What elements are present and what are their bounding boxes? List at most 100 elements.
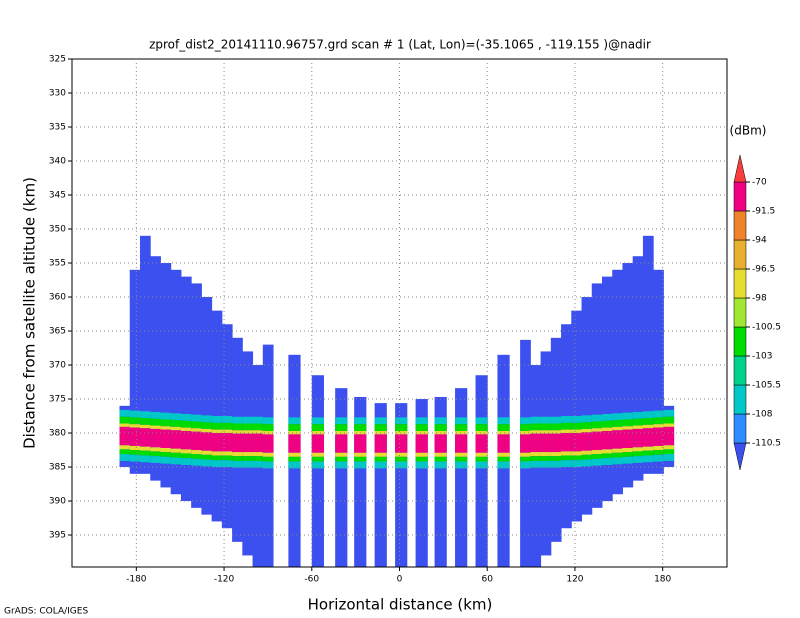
- echo-cell: [530, 430, 542, 434]
- echo-cell: [581, 422, 593, 429]
- swath-column: [150, 256, 161, 481]
- x-tick-label: 0: [397, 575, 403, 585]
- swath-column: [601, 276, 613, 502]
- swath-column: [139, 235, 151, 474]
- x-tick-label: 60: [481, 575, 493, 585]
- swath-column: [160, 263, 172, 488]
- x-tick-label: 120: [566, 575, 583, 585]
- echo-cell: [455, 434, 468, 453]
- echo-cell: [612, 430, 623, 449]
- echo-cell: [642, 418, 654, 425]
- echo-cell: [221, 455, 233, 461]
- echo-cell: [395, 424, 408, 431]
- echo-cell: [632, 428, 644, 448]
- swath-column: [642, 235, 654, 474]
- y-tick-label: 340: [49, 157, 66, 167]
- echo-cell: [571, 416, 583, 423]
- echo-cell: [455, 424, 468, 431]
- echo-cell: [581, 454, 593, 460]
- echo-cell: [632, 456, 644, 463]
- echo-cell: [288, 430, 301, 435]
- echo-cell: [374, 424, 387, 431]
- echo-cell: [415, 430, 428, 435]
- y-tick-label: 390: [49, 497, 66, 507]
- echo-cell: [653, 450, 664, 455]
- echo-cell: [612, 452, 623, 458]
- echo-cell: [622, 447, 634, 453]
- echo-cell: [129, 427, 141, 446]
- echo-cell: [191, 450, 202, 455]
- echo-cell: [663, 409, 675, 417]
- echo-cell: [591, 421, 603, 429]
- echo-cell: [455, 456, 468, 462]
- echo-cell: [129, 454, 141, 462]
- echo-cell: [129, 450, 141, 455]
- echo-cell: [211, 433, 223, 452]
- echo-cell: [520, 434, 531, 453]
- echo-cell: [415, 417, 428, 425]
- echo-cell: [497, 461, 510, 469]
- echo-cell: [581, 432, 593, 451]
- echo-cell: [653, 445, 664, 451]
- echo-cell: [642, 455, 654, 463]
- y-tick-label: 370: [49, 361, 66, 371]
- x-tick-label: -180: [126, 575, 147, 585]
- echo-cell: [434, 452, 447, 457]
- echo-cell: [520, 452, 531, 457]
- echo-cell: [497, 452, 510, 457]
- echo-cell: [571, 433, 583, 452]
- echo-cell: [561, 422, 572, 430]
- echo-cell: [335, 461, 348, 469]
- echo-cell: [288, 424, 301, 431]
- colorbar-segment: [733, 355, 747, 386]
- echo-cell: [232, 430, 243, 434]
- echo-cell: [288, 417, 301, 425]
- echo-cell: [252, 456, 264, 461]
- echo-cell: [663, 454, 675, 461]
- echo-cell: [540, 416, 552, 424]
- colorbar-segment: [733, 442, 747, 471]
- echo-cell: [139, 418, 151, 425]
- x-tick-label: 180: [654, 575, 671, 585]
- echo-cell: [561, 451, 572, 456]
- echo-cell: [591, 458, 603, 466]
- swath-column: [612, 269, 623, 495]
- echo-cell: [311, 430, 324, 435]
- echo-cell: [150, 411, 161, 419]
- echo-cell: [653, 410, 664, 418]
- echo-cell: [415, 434, 428, 453]
- echo-cell: [475, 424, 488, 431]
- echo-cell: [642, 428, 654, 447]
- echo-cell: [415, 452, 428, 457]
- y-tick-label: 380: [49, 429, 66, 439]
- echo-cell: [591, 428, 603, 432]
- echo-cell: [180, 413, 192, 421]
- echo-cell: [530, 460, 542, 468]
- echo-cell: [288, 461, 301, 469]
- colorbar-label: -103: [752, 352, 772, 362]
- colorbar-label: -94: [752, 236, 767, 246]
- echo-cell: [530, 433, 542, 453]
- echo-cell: [653, 454, 664, 462]
- echo-cell: [497, 434, 510, 453]
- y-tick-label: 355: [49, 259, 66, 269]
- echo-cell: [191, 431, 202, 451]
- echo-cell: [242, 433, 254, 453]
- y-tick-label: 375: [49, 395, 66, 405]
- x-tick-label: -120: [214, 575, 235, 585]
- echo-cell: [475, 452, 488, 457]
- y-tick-label: 360: [49, 293, 66, 303]
- echo-cell: [622, 412, 634, 420]
- echo-cell: [561, 460, 572, 468]
- echo-cell: [252, 430, 264, 434]
- echo-cell: [191, 458, 202, 466]
- echo-cell: [201, 454, 213, 460]
- echo-cell: [497, 456, 510, 462]
- echo-cell: [232, 456, 243, 461]
- echo-cell: [601, 453, 613, 459]
- echo-cell: [561, 455, 572, 461]
- swath-column: [201, 297, 213, 515]
- echo-cell: [232, 452, 243, 457]
- echo-cell: [335, 430, 348, 435]
- y-tick-label: 385: [49, 463, 66, 473]
